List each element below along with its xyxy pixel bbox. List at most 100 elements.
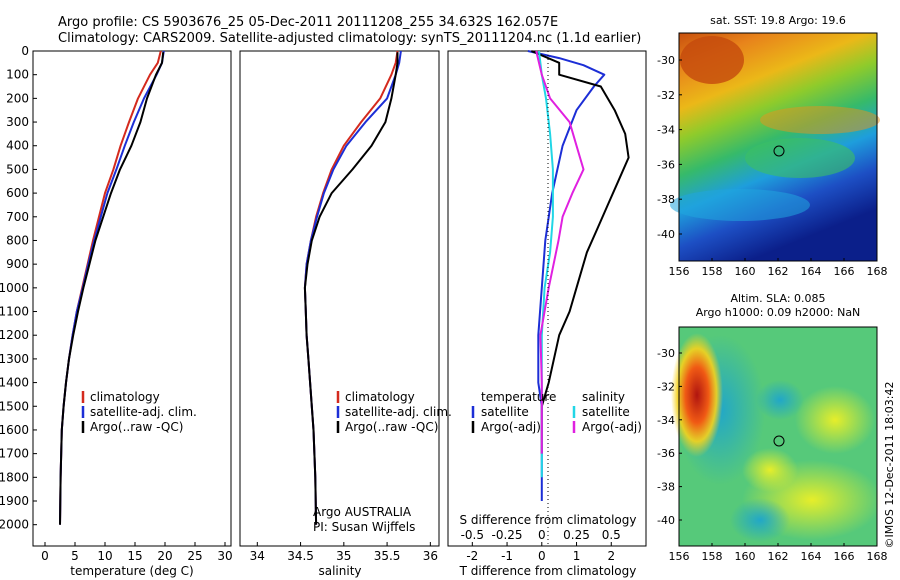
series-line (303, 50, 399, 525)
depth-tick-label: 0 (21, 44, 29, 58)
s-tick-label: 0.25 (563, 528, 590, 542)
map-y-tick-label: -32 (657, 89, 675, 102)
sla-map-title: Altim. SLA: 0.085 (730, 292, 825, 305)
x-tick-label: -1 (501, 549, 513, 563)
map-y-tick-label: -34 (657, 124, 675, 137)
series-line (303, 52, 399, 525)
s-tick-label: -0.5 (461, 528, 484, 542)
series-line (535, 50, 585, 454)
depth-tick-label: 1900 (0, 494, 29, 508)
map-x-tick-label: 156 (669, 265, 690, 278)
temperature-legend: climatology satellite-adj. clim. Argo(..… (81, 390, 197, 434)
depth-tick-label: 1500 (0, 399, 29, 413)
depth-tick-label: 600 (6, 186, 29, 200)
map-y-tick-label: -30 (657, 347, 675, 360)
map-y-tick-label: -40 (657, 514, 675, 527)
map-y-tick-label: -36 (657, 447, 675, 460)
x-tick-label: 2 (607, 549, 615, 563)
pi-label: PI: Susan Wijffels (313, 520, 415, 534)
depth-tick-label: 400 (6, 139, 29, 153)
x-tick-label: 1 (573, 549, 581, 563)
sst-map (670, 32, 880, 262)
sst-map-axes: 156 158 160 162 164 166 168 -30 -32 -34 -36 -38 -40 (657, 54, 887, 278)
s-tick-label: 0.5 (602, 528, 621, 542)
map-x-tick-label: 160 (735, 265, 756, 278)
legend-heading-salinity: salinity (582, 390, 625, 404)
map-x-tick-label: 158 (702, 550, 723, 563)
sla-cool-blob (756, 380, 804, 420)
depth-tick-label: 1000 (0, 281, 29, 295)
depth-tick-label: 1700 (0, 447, 29, 461)
legend-label: Argo(..raw -QC) (345, 420, 438, 434)
map-y-tick-label: -36 (657, 158, 675, 171)
series-line (59, 50, 162, 525)
sst-green-band (745, 138, 855, 178)
map-y-tick-label: -40 (657, 228, 675, 241)
map-x-tick-label: 168 (867, 265, 888, 278)
x-tick-label: 15 (127, 549, 142, 563)
series-line (59, 50, 165, 525)
argo-location-marker (773, 435, 785, 447)
x-tick-label: 34 (250, 549, 265, 563)
salinity-panel-frame (239, 50, 440, 547)
depth-axis: 0 100 200 300 400 500 600 700 800 900 1000 1100 1200… (0, 44, 37, 532)
map-x-tick-label: 162 (768, 265, 789, 278)
sla-hot-eddy (671, 333, 723, 457)
map-x-tick-label: 160 (735, 550, 756, 563)
x-tick-label: 10 (97, 549, 112, 563)
profile-title: Argo profile: CS 5903676_25 05-Dec-2011 … (58, 15, 559, 30)
map-x-tick-label: 164 (801, 550, 822, 563)
difference-panel-frame (447, 50, 647, 547)
x-tick-label: 35 (336, 549, 351, 563)
t-difference-xlabel: T difference from climatology (459, 564, 637, 578)
legend-label: Argo(-adj) (481, 420, 541, 434)
map-y-tick-label: -32 (657, 380, 675, 393)
s-difference-xlabel: S difference from climatology (460, 513, 637, 527)
map-x-tick-label: 166 (834, 265, 855, 278)
depth-tick-label: 1800 (0, 470, 29, 484)
map-y-tick-label: -38 (657, 481, 675, 494)
map-x-tick-label: 164 (801, 265, 822, 278)
temperature-xlabel: temperature (deg C) (70, 564, 193, 578)
difference-series (527, 50, 630, 501)
sla-map-subtitle: Argo h1000: 0.09 h2000: NaN (696, 306, 861, 319)
legend-label: Argo(-adj) (582, 420, 642, 434)
x-tick-label: -2 (466, 549, 478, 563)
map-y-tick-label: -30 (657, 54, 675, 67)
sst-map-title: sat. SST: 19.8 Argo: 19.6 (710, 14, 846, 27)
sla-map-axes: 156 158 160 162 164 166 168 -30 -32 -34 -36 -38 -40 (657, 347, 887, 563)
legend-heading-temperature: temperature (481, 390, 556, 404)
credit-text: ©IMOS 12-Dec-2011 18:03:42 (883, 382, 896, 549)
salinity-legend: climatology satellite-adj. clim. Argo(..… (313, 390, 452, 534)
sla-map (671, 326, 882, 547)
depth-tick-label: 1100 (0, 305, 29, 319)
difference-legend: temperature satellite Argo(-adj) salinit… (471, 390, 642, 434)
legend-label: climatology (90, 390, 160, 404)
depth-tick-label: 100 (6, 68, 29, 82)
x-axis-ticks: 0 5 10 15 20 25 30 34 34.5 35 35.5 36 -2 -1 0 1 2 -0.5 -0.… (41, 528, 621, 563)
legend-label: satellite (582, 405, 630, 419)
depth-tick-label: 300 (6, 115, 29, 129)
depth-tick-label: 1400 (0, 376, 29, 390)
sst-warm-patch (680, 36, 744, 84)
legend-label: satellite (481, 405, 529, 419)
sst-orange-band (760, 106, 880, 134)
legend-label: satellite-adj. clim. (345, 405, 452, 419)
legend-label: Argo(..raw -QC) (90, 420, 183, 434)
series-line (303, 50, 402, 525)
s-tick-label: -0.25 (492, 528, 523, 542)
depth-tick-label: 900 (6, 257, 29, 271)
sla-cool-blob (730, 498, 790, 542)
sla-warm-blob (742, 448, 798, 492)
depth-tick-label: 1200 (0, 328, 29, 342)
x-tick-label: 0 (41, 549, 49, 563)
argo-location-marker (773, 145, 785, 157)
temperature-series (59, 50, 165, 525)
x-tick-label: 35.5 (374, 549, 401, 563)
depth-tick-label: 1600 (0, 423, 29, 437)
x-tick-label: 34.5 (287, 549, 314, 563)
x-tick-label: 30 (217, 549, 232, 563)
sst-cyan-band (670, 189, 810, 221)
x-tick-label: 20 (157, 549, 172, 563)
sla-warm-blob (795, 386, 875, 454)
